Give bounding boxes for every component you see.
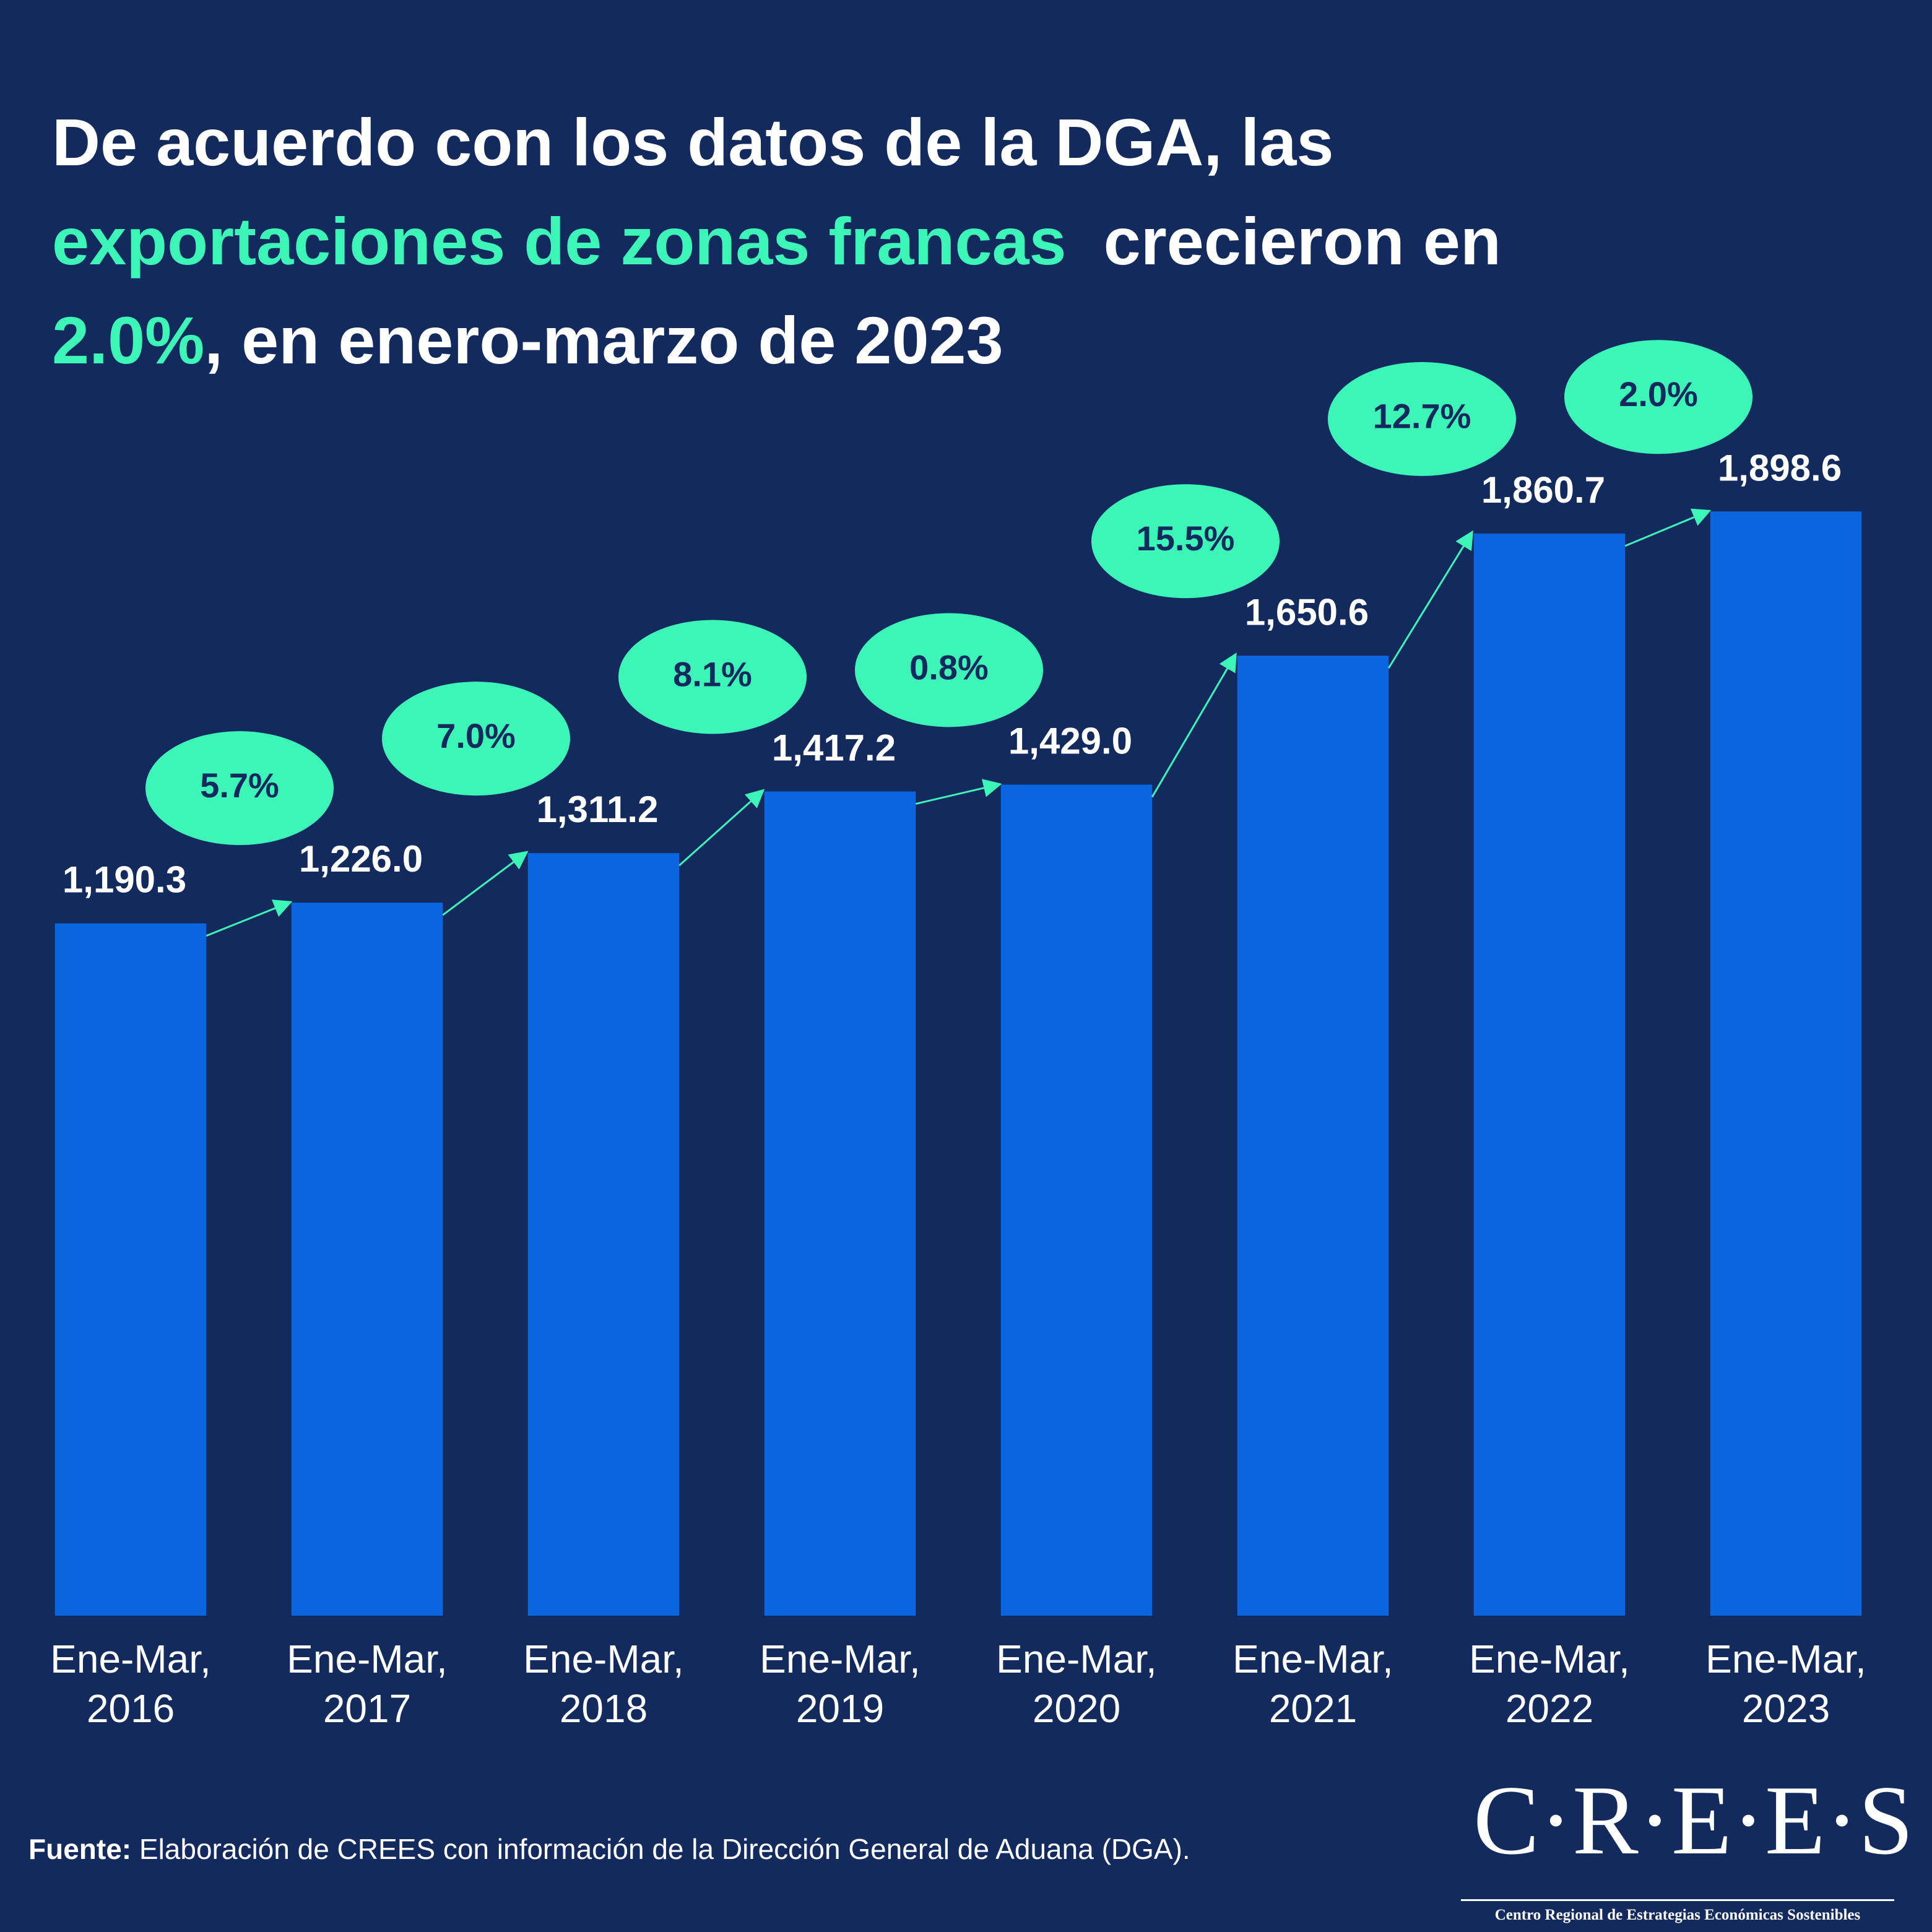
bar [54,923,207,1616]
growth-arrow [442,851,529,916]
growth-arrow [678,789,765,867]
growth-arrow [1151,652,1237,798]
source-note: Fuente: Elaboración de CREES con informa… [28,1832,1190,1866]
value-label: 1,650.6 [1245,591,1369,633]
growth-label: 2.0% [1619,375,1698,414]
chart-title: De acuerdo con los datos de la DGA, las … [52,93,1612,390]
title-part: exportaciones de zonas francas [52,204,1067,279]
title-part: crecieron en [1066,204,1520,279]
x-tick-label: Ene-Mar, 2020 [996,1637,1157,1731]
growth-label: 12.7% [1373,397,1471,436]
bar [1473,533,1626,1616]
growth-arrow [915,779,1002,805]
growth-bubble [145,731,334,846]
value-label: 1,226.0 [299,838,423,880]
growth-label: 15.5% [1137,519,1235,558]
x-tick-label: Ene-Mar, 2019 [760,1637,921,1731]
value-label: 1,417.2 [772,727,896,769]
value-label: 1,311.2 [537,789,659,830]
growth-bubble [382,682,570,796]
growth-arrow [1624,508,1712,547]
logo-tagline: Centro Regional de Estrategias Económica… [1494,1907,1861,1923]
growth-label: 8.1% [673,654,752,693]
value-label: 1,860.7 [1481,469,1605,511]
growth-bubble [1091,484,1280,599]
growth-arrow [206,899,293,937]
source-label: Fuente: [28,1833,132,1865]
title-part: , en enero-marzo de 2023 [204,303,1003,378]
logo: C·R·E·E·S [1473,1765,1914,1875]
logo-rule [1461,1899,1894,1901]
source-text: Elaboración de CREES con información de … [131,1833,1190,1865]
growth-label: 7.0% [436,716,516,755]
growth-bubble [1564,340,1752,454]
x-tick-label: Ene-Mar, 2017 [287,1637,448,1731]
x-tick-label: Ene-Mar, 2016 [50,1637,211,1731]
growth-bubble [855,613,1043,727]
growth-label: 0.8% [909,648,989,687]
title-part: De acuerdo con los datos de la DGA, las [52,105,1353,180]
growth-label: 5.7% [200,766,279,805]
bar [527,853,680,1616]
bar [1000,784,1153,1616]
x-tick-label: Ene-Mar, 2021 [1232,1637,1393,1731]
value-label: 1,429.0 [1008,720,1132,761]
x-tick-label: Ene-Mar, 2018 [523,1637,684,1731]
title-part: 2.0% [52,303,205,378]
value-label: 1,898.6 [1718,447,1842,488]
growth-bubble [1328,362,1516,476]
growth-bubble [618,620,807,734]
x-tick-label: Ene-Mar, 2023 [1705,1637,1866,1731]
bar [1237,656,1389,1616]
growth-arrow [1387,530,1473,669]
bar [764,791,916,1616]
x-tick-label: Ene-Mar, 2022 [1469,1637,1630,1731]
bar [1710,511,1862,1616]
bar [291,903,443,1616]
value-label: 1,190.3 [63,859,186,901]
